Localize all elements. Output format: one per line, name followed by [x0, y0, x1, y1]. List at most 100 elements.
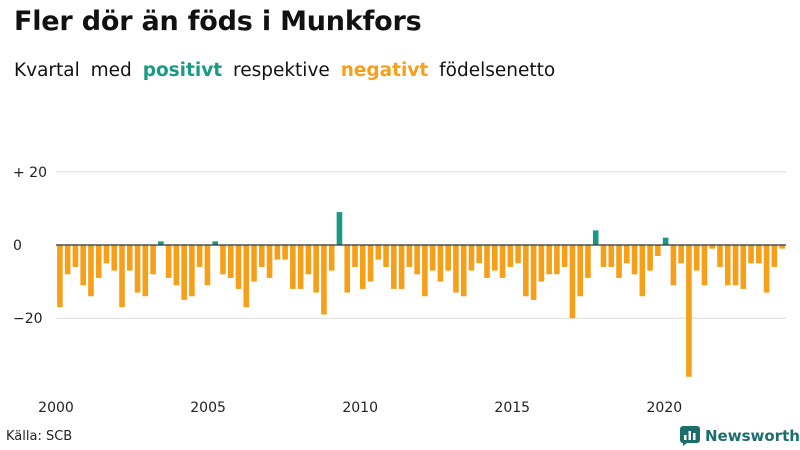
y-tick-label-1: 0 [13, 238, 22, 254]
bar-25 [251, 245, 257, 282]
bar-88 [740, 245, 747, 289]
bar-67 [577, 245, 583, 297]
bar-18 [196, 245, 203, 267]
bar-3 [80, 245, 86, 286]
bar-9 [126, 245, 133, 271]
bar-50 [445, 245, 451, 271]
bar-91 [763, 245, 770, 293]
bar-32 [305, 245, 312, 275]
bar-46 [414, 245, 420, 275]
bar-56 [491, 245, 498, 271]
bar-63 [546, 245, 552, 275]
bar-79 [670, 245, 677, 286]
subtitle-word-respektive: respektive [233, 60, 330, 81]
bar-19 [204, 245, 211, 286]
bar-74 [631, 245, 638, 275]
bar-77 [655, 245, 661, 256]
bar-29 [282, 245, 288, 260]
x-tick-label-1: 2005 [190, 400, 226, 416]
subtitle-word-fodelsenetto: födelsenetto [439, 60, 556, 81]
bar-61 [530, 245, 537, 300]
bar-64 [554, 245, 560, 275]
subtitle-word-med: med [90, 60, 132, 81]
chart-subtitle: Kvartal med positivt respektive negativt… [14, 60, 555, 81]
bar-11 [142, 245, 149, 297]
bar-58 [507, 245, 514, 267]
bar-1 [64, 245, 71, 275]
bar-89 [748, 245, 754, 264]
bar-26 [259, 245, 265, 267]
bar-75 [639, 245, 646, 297]
bar-7 [111, 245, 118, 271]
bar-87 [732, 245, 739, 286]
bar-45 [406, 245, 413, 267]
bar-93 [779, 245, 785, 249]
bar-35 [328, 245, 335, 271]
chart-title: Fler dör än föds i Munkfors [14, 6, 422, 37]
bar-38 [352, 245, 358, 267]
x-tick-label-3: 2015 [494, 400, 530, 416]
bar-34 [321, 245, 327, 315]
bar-71 [608, 245, 615, 267]
bar-59 [515, 245, 521, 264]
bar-85 [717, 245, 723, 267]
bar-66 [569, 245, 576, 319]
bar-42 [383, 245, 389, 267]
bar-49 [437, 245, 444, 282]
source-label: Källa: SCB [6, 429, 73, 444]
bar-27 [266, 245, 273, 278]
bar-57 [499, 245, 506, 278]
bar-54 [476, 245, 483, 264]
bar-82 [693, 245, 700, 271]
bar-12 [150, 245, 156, 275]
bar-22 [227, 245, 234, 278]
bar-8 [119, 245, 125, 308]
bar-72 [616, 245, 622, 278]
bar-83 [701, 245, 708, 286]
bar-33 [313, 245, 319, 293]
bar-5 [95, 245, 102, 278]
y-tick-label-0: + 20 [13, 165, 47, 181]
bar-37 [344, 245, 351, 293]
bar-51 [453, 245, 459, 293]
bar-15 [173, 245, 180, 286]
bar-36 [336, 212, 343, 245]
bar-90 [756, 245, 762, 264]
bar-10 [134, 245, 141, 293]
bar-70 [600, 245, 607, 267]
bar-44 [398, 245, 405, 289]
subtitle-word-kvartal: Kvartal [14, 60, 80, 81]
bar-21 [220, 245, 226, 275]
x-tick-label-4: 2020 [647, 400, 683, 416]
bar-73 [624, 245, 630, 264]
legend-positive-label: positivt [142, 60, 223, 81]
bar-76 [647, 245, 653, 271]
bar-43 [391, 245, 397, 289]
bar-16 [181, 245, 187, 300]
bar-47 [422, 245, 428, 297]
bar-65 [561, 245, 568, 267]
bar-78 [662, 237, 669, 245]
bar-80 [678, 245, 684, 264]
bar-17 [189, 245, 195, 297]
bar-55 [484, 245, 490, 278]
bar-6 [103, 245, 110, 264]
x-tick-label-2: 2010 [342, 400, 378, 416]
bar-13 [158, 241, 164, 245]
bar-84 [709, 245, 716, 249]
bar-24 [243, 245, 250, 308]
bar-86 [724, 245, 731, 286]
bar-53 [468, 245, 475, 271]
bar-92 [771, 245, 778, 267]
bar-41 [375, 245, 382, 260]
bar-60 [523, 245, 529, 297]
bar-39 [359, 245, 366, 289]
bar-2 [72, 245, 79, 267]
y-tick-label-2: −20 [13, 311, 43, 327]
bar-52 [460, 245, 467, 297]
bar-62 [538, 245, 545, 282]
bar-31 [297, 245, 304, 289]
bar-20 [212, 241, 218, 245]
bar-30 [290, 245, 296, 289]
